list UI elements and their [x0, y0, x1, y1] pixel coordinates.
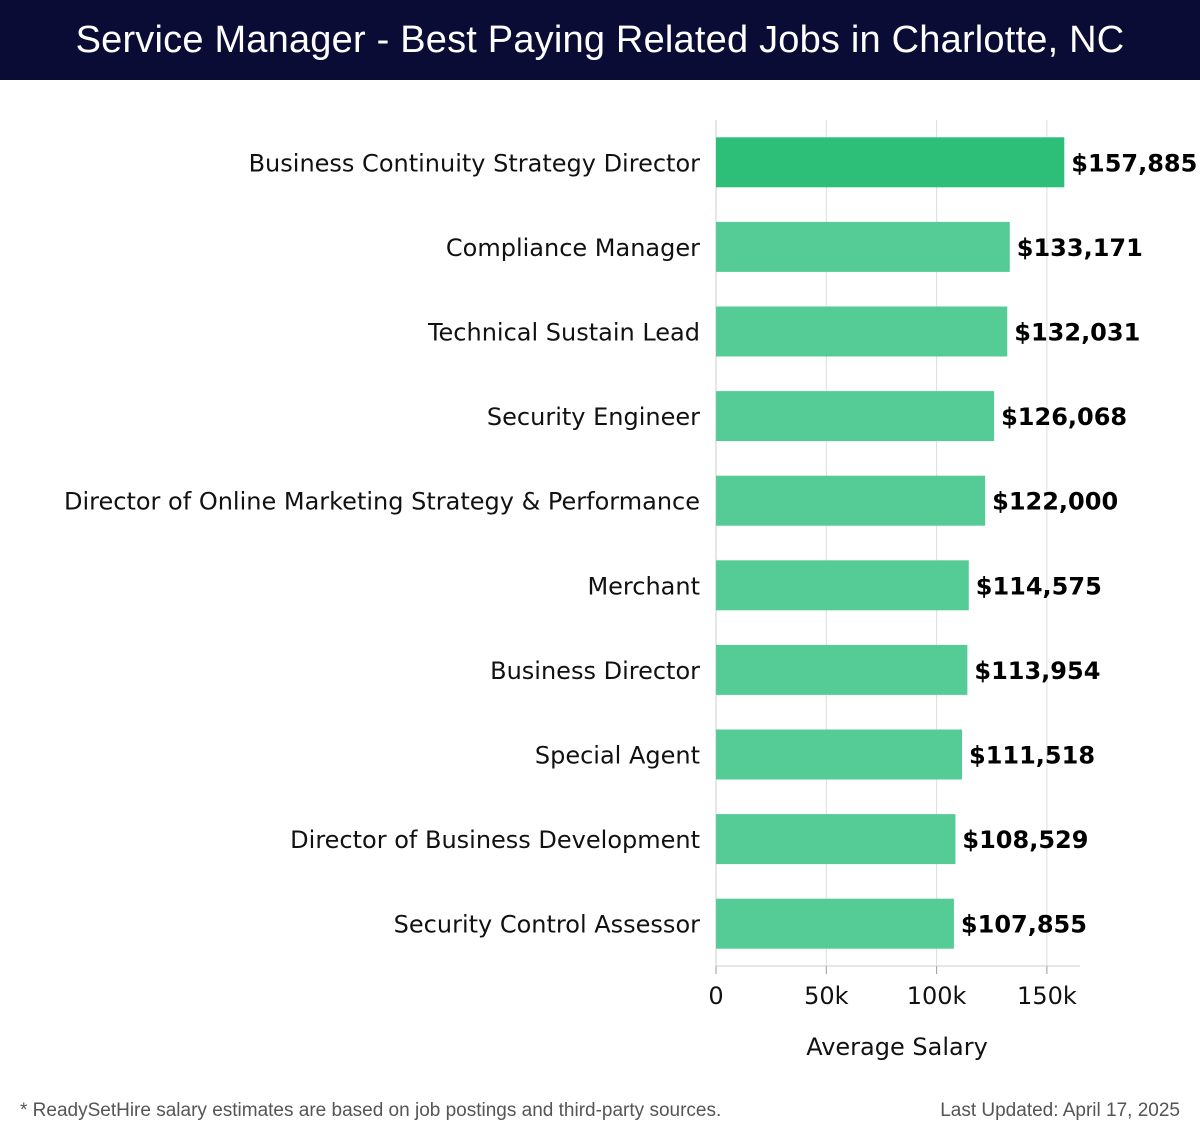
- page-title: Service Manager - Best Paying Related Jo…: [0, 0, 1200, 80]
- salary-bar-chart: Business Continuity Strategy Director $15…: [64, 120, 1197, 1061]
- bars: Business Continuity Strategy Director $15…: [64, 137, 1197, 949]
- bar: [716, 560, 969, 611]
- footer-note: * ReadySetHire salary estimates are base…: [20, 1100, 722, 1121]
- x-tick-label: 0: [708, 982, 723, 1010]
- bar: [716, 898, 954, 949]
- value-label: $111,518: [969, 742, 1095, 770]
- category-label: Security Engineer: [487, 403, 700, 431]
- category-label: Director of Online Marketing Strategy & …: [64, 488, 700, 516]
- x-axis-label: Average Salary: [806, 1033, 988, 1061]
- value-label: $157,885: [1071, 149, 1197, 177]
- bar: [716, 306, 1008, 357]
- value-label: $133,171: [1017, 234, 1143, 262]
- value-label: $132,031: [1014, 319, 1140, 347]
- last-updated: Last Updated: April 17, 2025: [940, 1100, 1180, 1121]
- bar: [716, 475, 986, 526]
- bar: [716, 814, 956, 865]
- category-label: Security Control Assessor: [394, 911, 700, 939]
- category-label: Director of Business Development: [290, 826, 700, 854]
- bar: [716, 644, 968, 695]
- category-label: Compliance Manager: [446, 234, 700, 262]
- x-tick-label: 150k: [1017, 982, 1077, 1010]
- value-label: $107,855: [961, 911, 1087, 939]
- category-label: Merchant: [587, 572, 700, 600]
- value-label: $108,529: [962, 826, 1088, 854]
- value-label: $113,954: [974, 657, 1100, 685]
- category-label: Business Continuity Strategy Director: [249, 149, 701, 177]
- x-tick-label: 50k: [804, 982, 849, 1010]
- x-axis: 0 50k 100k 150k: [708, 965, 1080, 1010]
- category-label: Business Director: [490, 657, 700, 685]
- category-label: Technical Sustain Lead: [427, 319, 700, 347]
- category-label: Special Agent: [535, 742, 700, 770]
- x-tick-label: 100k: [907, 982, 967, 1010]
- value-label: $126,068: [1001, 403, 1127, 431]
- bar: [716, 391, 995, 442]
- bar: [716, 221, 1010, 272]
- value-label: $114,575: [976, 572, 1102, 600]
- bar: [716, 729, 963, 780]
- value-label: $122,000: [992, 488, 1118, 516]
- bar: [716, 137, 1065, 188]
